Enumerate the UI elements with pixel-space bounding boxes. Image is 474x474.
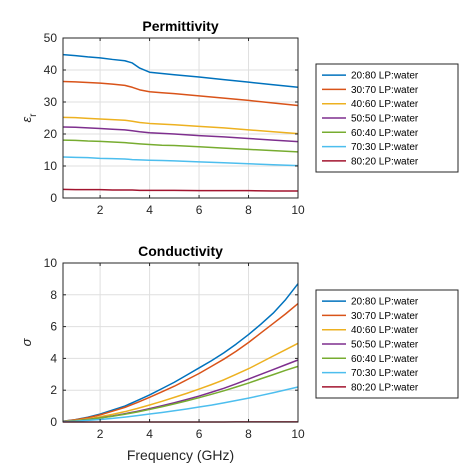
series-line-6 — [62, 156, 299, 167]
y-tick-label: 10 — [44, 256, 58, 270]
y-tick-label: 50 — [44, 31, 58, 45]
chart-panel-2: 2 4 6 8 10 0 2 4 6 8 10 Conductivity σ Frequency (GHz… — [19, 243, 459, 463]
legend-label: 20:80 LP:water — [351, 71, 419, 82]
y-tick-label: 0 — [50, 415, 57, 429]
legend-label: 20:80 LP:water — [351, 297, 419, 308]
chart-title: Conductivity — [138, 243, 223, 259]
axes-frame — [62, 262, 299, 423]
y-tick-label: 30 — [44, 95, 58, 109]
legend-label: 40:60 LP:water — [351, 325, 419, 336]
legend: 20:80 LP:water 30:70 LP:water 40:60 LP:wat… — [315, 63, 459, 173]
y-tick-label: 4 — [50, 351, 57, 365]
y-tick-label: 2 — [50, 383, 57, 397]
series-line-5 — [62, 139, 299, 153]
x-tick-label: 4 — [146, 203, 153, 217]
x-tick-label: 8 — [245, 427, 252, 441]
x-axis-label: Frequency (GHz) — [127, 447, 234, 463]
y-axis-label: εr — [19, 113, 39, 123]
x-tick-label: 6 — [196, 203, 203, 217]
chart-title: Permittivity — [142, 18, 218, 34]
y-tick-label: 6 — [50, 320, 57, 334]
plot-area — [63, 38, 298, 198]
legend: 20:80 LP:water 30:70 LP:water 40:60 LP:wat… — [315, 289, 459, 399]
legend-label: 30:70 LP:water — [351, 85, 419, 96]
y-tick-label: 8 — [50, 288, 57, 302]
x-tick-label: 2 — [97, 203, 104, 217]
legend-label: 30:70 LP:water — [351, 311, 419, 322]
legend-label: 80:20 LP:water — [351, 382, 419, 393]
legend-label: 50:50 LP:water — [351, 114, 419, 125]
x-tick-label: 6 — [196, 427, 203, 441]
series-line-4 — [62, 126, 299, 143]
x-tick-label: 2 — [97, 427, 104, 441]
x-tick-label: 8 — [245, 203, 252, 217]
series-line-7 — [62, 188, 298, 192]
series-line-5 — [62, 365, 299, 423]
legend-label: 70:30 LP:water — [351, 142, 419, 153]
legend-label: 40:60 LP:water — [351, 99, 419, 110]
x-tick-label: 10 — [291, 203, 305, 217]
legend-label: 50:50 LP:water — [351, 340, 419, 351]
legend-label: 80:20 LP:water — [351, 156, 419, 167]
series-line-1 — [62, 53, 299, 89]
series-line-3 — [62, 116, 299, 135]
series-line-3 — [62, 342, 299, 423]
y-tick-label: 20 — [44, 127, 58, 141]
y-tick-label: 40 — [44, 63, 58, 77]
series-line-1 — [62, 283, 299, 422]
plot-area — [63, 263, 298, 422]
series-line-6 — [62, 386, 299, 423]
y-axis-label: σ — [19, 337, 34, 346]
y-tick-label: 0 — [50, 191, 57, 205]
legend-label: 70:30 LP:water — [351, 368, 419, 379]
x-tick-label: 4 — [146, 427, 153, 441]
series-line-2 — [62, 302, 299, 422]
axes-frame — [62, 37, 299, 199]
series-line-2 — [62, 80, 299, 107]
x-tick-label: 10 — [291, 427, 305, 441]
legend-label: 60:40 LP:water — [351, 354, 419, 365]
y-tick-label: 10 — [44, 159, 58, 173]
chart-panel-1: 2 4 6 8 10 0 10 20 30 40 50 Permittivity εr 20:80 LP:… — [19, 18, 459, 217]
legend-label: 60:40 LP:water — [351, 128, 419, 139]
